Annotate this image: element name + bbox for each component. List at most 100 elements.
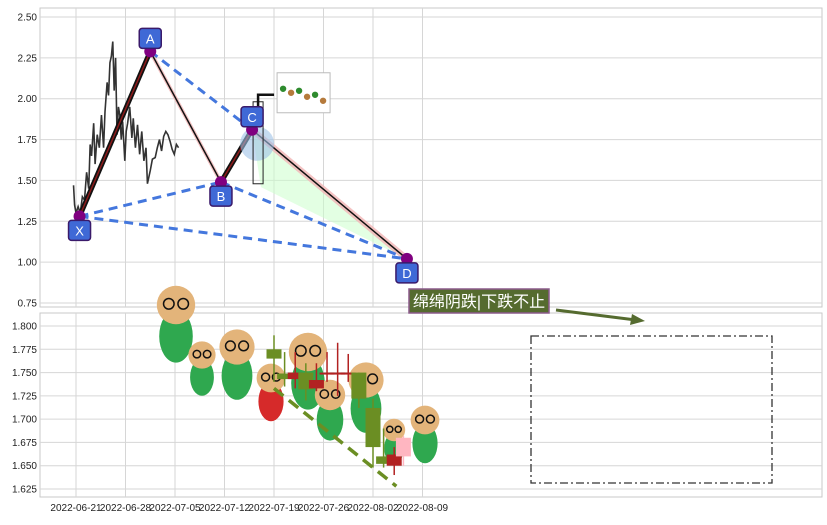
dog-sticker-head xyxy=(219,329,255,365)
candle-highlight-box xyxy=(530,335,773,484)
candle-body xyxy=(395,437,411,457)
point-a-label-box xyxy=(138,27,162,50)
point-x-label: X xyxy=(75,223,84,238)
bottom-y-tick-label: 1.800 xyxy=(12,322,37,333)
bottom-y-tick-label: 1.625 xyxy=(12,485,37,496)
bottom-y-tick-label: 1.750 xyxy=(12,368,37,379)
dog-sticker-head xyxy=(410,405,440,435)
inset-dog-icon xyxy=(287,89,295,96)
dog-sticker-glasses xyxy=(367,373,379,385)
dog-sticker-head xyxy=(382,418,406,442)
candle-body xyxy=(287,372,303,380)
leg-ab xyxy=(149,50,222,183)
projection-line-bd xyxy=(220,180,408,261)
point-x-marker xyxy=(73,210,86,223)
inset-dog-icon xyxy=(279,85,287,92)
top-y-tick-label: 2.00 xyxy=(18,94,38,105)
dog-sticker-body xyxy=(159,309,193,363)
candle-body xyxy=(277,373,293,380)
candle-body xyxy=(376,456,392,464)
annotation-label: 绵绵阴跌|下跌不止 xyxy=(413,293,545,311)
dog-sticker-glasses xyxy=(224,340,236,352)
c-highlight-circle xyxy=(240,126,275,161)
x-tick-label: 2022-06-28 xyxy=(100,503,152,514)
leg-cd xyxy=(251,129,408,260)
top-y-tick-label: 0.75 xyxy=(18,299,38,310)
leg-xa-inner xyxy=(78,51,151,217)
candle-body xyxy=(386,454,402,466)
dog-sticker-head xyxy=(288,332,328,372)
dog-sticker-glasses xyxy=(177,297,190,310)
point-a-label: A xyxy=(146,31,155,46)
dog-sticker-body xyxy=(190,358,214,396)
projection-line-xd xyxy=(79,214,408,261)
candle-body xyxy=(330,372,346,375)
dog-sticker-glasses xyxy=(425,414,436,424)
bottom-y-tick-label: 1.725 xyxy=(12,391,37,402)
dog-sticker-glasses xyxy=(319,389,330,399)
dog-sticker-glasses xyxy=(162,297,175,310)
bottom-y-tick-label: 1.775 xyxy=(12,345,37,356)
bottom-panel-frame xyxy=(39,312,823,498)
annotation-arrow-shaft xyxy=(555,308,637,322)
point-b-label: B xyxy=(217,189,226,204)
dog-sticker-glasses xyxy=(330,389,341,399)
dog-sticker-body xyxy=(316,398,344,441)
top-y-tick-label: 2.25 xyxy=(18,53,38,64)
x-tick-label: 2022-08-02 xyxy=(347,503,399,514)
point-c-label: C xyxy=(247,110,256,125)
annotation-arrow-head xyxy=(630,314,645,325)
price-line xyxy=(72,41,180,214)
candle-body xyxy=(266,349,282,359)
point-d-label-box xyxy=(395,262,419,284)
top-y-tick-label: 2.50 xyxy=(18,13,38,24)
inset-dog-icon xyxy=(311,91,319,98)
candle-body xyxy=(340,372,356,375)
x-tick-label: 2022-08-09 xyxy=(397,503,449,514)
point-b-marker xyxy=(214,176,227,189)
dog-sticker-glasses xyxy=(260,372,271,382)
top-y-tick-label: 1.50 xyxy=(18,176,38,187)
x-tick-label: 2022-07-19 xyxy=(248,503,300,514)
projection-line-xb xyxy=(79,180,222,218)
dog-sticker-glasses xyxy=(238,340,250,352)
dog-sticker-head xyxy=(156,285,196,325)
bottom-y-tick-label: 1.700 xyxy=(12,415,37,426)
top-y-tick-label: 1.00 xyxy=(18,258,38,269)
dog-sticker-glasses xyxy=(414,414,425,424)
dog-sticker-head xyxy=(188,341,216,369)
dog-sticker-head xyxy=(256,363,286,393)
point-d-label: D xyxy=(402,266,411,281)
inset-thumbnail xyxy=(276,72,331,114)
point-d-marker xyxy=(400,252,413,265)
dog-sticker-glasses xyxy=(385,425,394,434)
candle-body xyxy=(365,407,381,448)
dog-sticker-glasses xyxy=(394,425,403,434)
inset-dog-icon xyxy=(295,87,303,94)
downtrend-dashed-line xyxy=(272,387,398,488)
bottom-y-tick-label: 1.675 xyxy=(12,438,37,449)
inset-dog-icon xyxy=(303,93,311,100)
point-x-label-box xyxy=(67,219,92,242)
dog-sticker-glasses xyxy=(294,344,307,357)
x-tick-label: 2022-07-12 xyxy=(199,503,251,514)
candle-body xyxy=(351,372,367,399)
candle-body xyxy=(319,372,335,375)
annotation-box xyxy=(408,288,550,314)
x-tick-label: 2022-07-26 xyxy=(298,503,350,514)
top-y-tick-label: 1.25 xyxy=(18,217,38,228)
x-tick-label: 2022-06-21 xyxy=(50,503,102,514)
dog-sticker-glasses xyxy=(192,349,202,359)
top-y-tick-label: 1.75 xyxy=(18,135,38,146)
point-b-label-box xyxy=(209,185,233,207)
bottom-y-tick-label: 1.650 xyxy=(12,461,37,472)
dog-sticker-glasses xyxy=(202,349,212,359)
projection-line-ac xyxy=(149,50,253,131)
dog-sticker-body xyxy=(221,351,253,400)
dog-sticker-glasses xyxy=(309,344,322,357)
x-tick-label: 2022-07-05 xyxy=(149,503,201,514)
candle-body xyxy=(308,380,324,389)
inset-dog-icon xyxy=(319,97,327,104)
